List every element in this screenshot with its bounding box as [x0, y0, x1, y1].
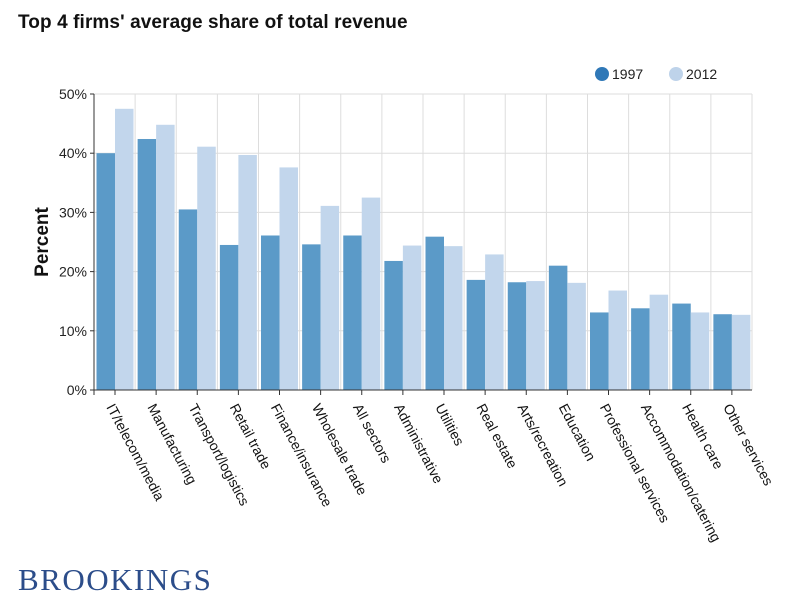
legend-label-2012: 2012: [686, 66, 717, 82]
y-tick-label: 50%: [59, 86, 87, 102]
bar-1997: [466, 279, 486, 390]
bar-2012: [320, 205, 340, 390]
bar-2012: [156, 124, 175, 390]
bar-1997: [507, 282, 527, 390]
legend-label-1997: 1997: [612, 66, 643, 82]
y-tick-label: 30%: [59, 204, 87, 220]
x-tick-label: Utilities: [432, 401, 467, 448]
bar-1997: [302, 244, 321, 390]
bar-1997: [178, 209, 198, 390]
bar-2012: [115, 108, 134, 391]
bar-1997: [219, 244, 239, 390]
bar-2012: [485, 254, 504, 390]
x-tick-label: Accommodation/catering: [638, 401, 724, 545]
bar-2012: [649, 294, 669, 390]
x-tick-label: Health care: [679, 401, 727, 472]
bar-1997: [713, 314, 732, 390]
x-tick-label: All sectors: [350, 401, 394, 466]
y-tick-label: 10%: [59, 323, 87, 339]
bar-2012: [731, 314, 751, 390]
bar-2012: [361, 197, 381, 390]
bar-1997: [384, 260, 403, 390]
bar-2012: [567, 282, 586, 390]
legend-swatch-1997: [595, 67, 609, 81]
bar-1997: [261, 235, 280, 390]
bar-2012: [197, 146, 216, 390]
bar-1997: [631, 308, 650, 390]
bar-2012: [526, 281, 545, 390]
bar-1997: [590, 312, 609, 390]
bar-1997: [548, 265, 568, 390]
bar-2012: [608, 290, 627, 390]
y-tick-label: 20%: [59, 264, 87, 280]
legend-swatch-2012: [669, 67, 683, 81]
x-tick-label: Education: [556, 401, 599, 464]
y-axis-title: Percent: [32, 206, 53, 276]
x-tick-label: Retail trade: [227, 401, 275, 472]
legend: 1997 2012: [595, 66, 717, 82]
grid-layer: [93, 93, 753, 391]
y-tick-label: 40%: [59, 145, 87, 161]
bar-2012: [690, 312, 710, 390]
bar-1997: [137, 138, 157, 390]
bar-2012: [402, 245, 422, 390]
bar-2012: [279, 167, 298, 390]
x-tick-label: Real estate: [473, 401, 520, 471]
bars-layer: [96, 108, 751, 391]
chart-title: Top 4 firms' average share of total reve…: [18, 12, 408, 33]
bar-1997: [425, 236, 444, 390]
bar-1997: [672, 303, 691, 390]
y-tick-label: 0%: [67, 382, 87, 398]
bar-2012: [444, 246, 463, 390]
bar-1997: [96, 153, 115, 390]
bar-1997: [343, 235, 362, 390]
brookings-logo: BROOKINGS: [18, 562, 213, 597]
bar-2012: [238, 154, 257, 390]
x-tick-label: Other services: [720, 401, 776, 488]
